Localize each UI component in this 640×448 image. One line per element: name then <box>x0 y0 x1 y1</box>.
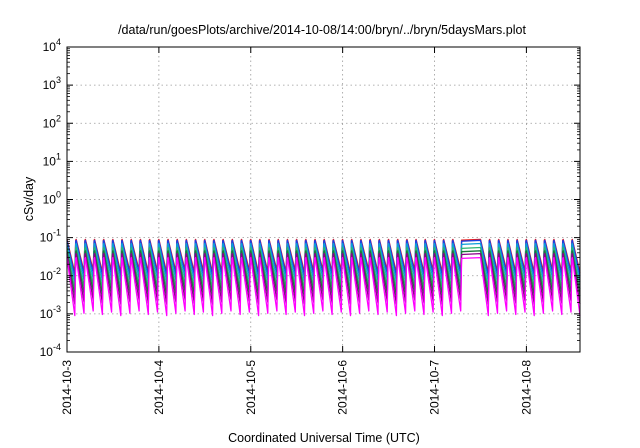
y-tick-label: 10-1 <box>40 228 61 245</box>
series-layer <box>66 238 581 317</box>
x-tick-label: 2014-10-8 <box>519 360 533 415</box>
y-tick-base: 10 <box>40 231 54 245</box>
y-tick-base: 10 <box>43 40 57 54</box>
x-tick-label: 2014-10-7 <box>428 360 442 415</box>
y-tick-exponent: -4 <box>53 342 61 352</box>
y-tick-base: 10 <box>43 78 57 92</box>
x-tick-label: 2014-10-6 <box>336 360 350 415</box>
y-tick-exponent: -2 <box>53 266 61 276</box>
y-tick-base: 10 <box>43 193 57 207</box>
y-tick-exponent: 1 <box>56 151 61 161</box>
y-tick-base: 10 <box>40 307 54 321</box>
x-tick-label: 2014-10-4 <box>152 360 166 415</box>
tick-marks <box>66 46 580 353</box>
y-tick-exponent: -1 <box>53 228 61 238</box>
chart-title: /data/run/goesPlots/archive/2014-10-08/1… <box>118 23 526 37</box>
y-tick-label: 10-2 <box>40 266 61 283</box>
x-axis-label: Coordinated Universal Time (UTC) <box>228 431 420 445</box>
y-tick-label: 10-3 <box>40 304 61 321</box>
y-tick-label: 100 <box>43 190 61 207</box>
y-tick-exponent: 0 <box>56 190 61 200</box>
y-axis-label: cSv/day <box>22 176 36 221</box>
y-tick-exponent: 4 <box>56 37 61 47</box>
y-tick-base: 10 <box>40 269 54 283</box>
y-tick-label: 102 <box>43 113 61 130</box>
y-tick-label: 103 <box>43 75 61 92</box>
y-tick-label: 104 <box>43 37 61 54</box>
y-tick-exponent: 3 <box>56 75 61 85</box>
y-tick-base: 10 <box>40 345 54 359</box>
series-line <box>66 256 581 317</box>
x-tick-label: 2014-10-3 <box>60 360 74 415</box>
y-tick-base: 10 <box>43 116 57 130</box>
y-tick-exponent: -3 <box>53 304 61 314</box>
y-tick-label: 10-4 <box>40 342 61 359</box>
y-tick-label: 101 <box>43 151 61 168</box>
x-tick-label: 2014-10-5 <box>244 360 258 415</box>
y-tick-exponent: 2 <box>56 113 61 123</box>
x-tick-labels: 2014-10-3 2014-10-4 2014-10-5 2014-10-6 2014… <box>60 360 533 415</box>
y-tick-base: 10 <box>43 154 57 168</box>
